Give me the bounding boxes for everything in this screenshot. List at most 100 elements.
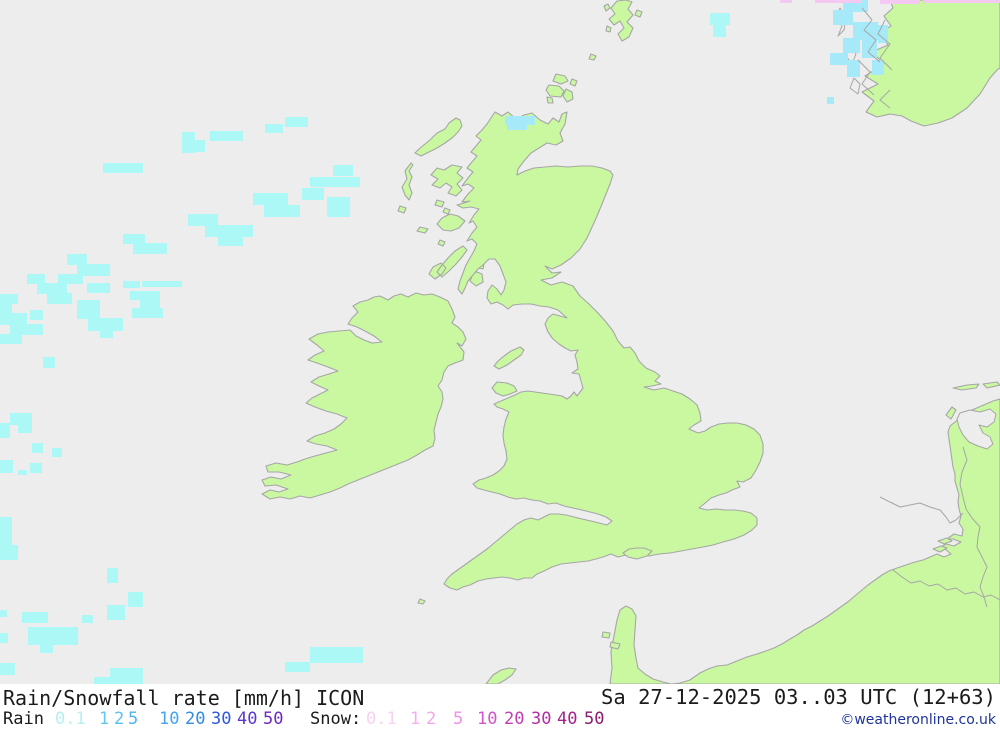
coastal-rain-cell [507,125,527,130]
zeeland-islands [932,537,953,553]
rain-cell [110,668,143,684]
legend-bar: Rain/Snowfall rate [mm/h] ICON Sa 27-12-… [0,684,1000,733]
rain-cell [128,592,143,607]
rain-cell [0,663,15,675]
rain-cell [100,330,113,338]
rain-cell [188,214,218,226]
brittany-tip [485,667,517,684]
scilly-isles [417,598,426,605]
rain-scale-value: 30 [211,709,232,729]
rain-cell [130,291,160,300]
rain-cell [0,545,18,560]
rain-cell [0,304,12,314]
rain-cell [47,293,72,304]
rain-cell [0,610,7,617]
snow-scale-value: 10 [477,709,498,729]
rain-scale-value: 2 [114,709,125,729]
rain-cell [264,205,300,217]
islay-jura [428,245,468,280]
rain-cell [713,25,726,37]
isle-of-mull [436,213,466,232]
rain-cell [43,357,55,368]
map-canvas [0,0,1000,684]
coastal-rain-cell [843,38,860,53]
coastal-rain-cell [833,10,853,25]
rain-cell [0,423,10,438]
rain-cell [88,318,123,331]
outer-hebrides [397,117,463,214]
rain-cell [205,225,253,237]
rain-cell [265,124,283,133]
snow-scale-value: 20 [504,709,525,729]
rain-cell [0,517,12,545]
country-borders [879,446,1000,608]
coastal-rain-cell [872,60,884,75]
snow-scale-value: 2 [426,709,437,729]
rain-cell [0,460,13,473]
rain-scale-value: 5 [128,709,139,729]
rain-cell [18,470,27,475]
border-belgium-netherlands [879,496,964,524]
rain-cell [210,131,243,141]
rain-cell [18,423,32,433]
rain-cell [218,236,243,246]
rain-cell [28,627,78,645]
rain-scale-value: 1 [99,709,110,729]
ijsselmeer-lake [956,408,997,450]
rain-scale-value: 10 [159,709,180,729]
rain-cell [77,308,100,319]
snow-scale-value: 40 [557,709,578,729]
rain-scale-value: 0.1 [55,709,86,729]
rain-cell [285,662,310,672]
rain-cell [58,274,83,284]
rain-cell [0,633,8,643]
rain-cell [10,413,32,425]
fair-isle [588,53,597,61]
continental-europe-landmass [609,398,1000,684]
rain-cell [82,615,93,623]
rain-cell [710,13,730,25]
ireland-landmass [261,292,467,500]
snow-scale-value: 1 [410,709,421,729]
rain-cell [103,163,143,173]
legend-title: Rain/Snowfall rate [mm/h] ICON [3,686,365,710]
rain-cell [133,243,167,254]
coastal-rain-cell [830,53,848,65]
coastal-rain-cell [847,60,860,77]
snow-cell [780,0,792,3]
rain-cell [27,274,45,284]
rain-cell [142,281,182,287]
snow-scale-value: 30 [531,709,552,729]
snow-cell [880,0,920,4]
rain-cell [52,448,62,457]
isle-of-skye [430,164,464,197]
rain-cell [10,324,43,335]
rain-cell [107,568,118,583]
rain-cell [32,443,43,453]
coastal-rain-cell [878,25,888,43]
rain-scale-value: 40 [237,709,258,729]
rain-cell [107,605,125,620]
precipitation-layer [0,0,1000,684]
copyright-link[interactable]: ©weatheronline.co.uk [840,712,996,728]
rain-cell [30,463,42,473]
snow-scale-value: 0.1 [366,709,397,729]
rain-cell [333,165,353,176]
coastal-rain-cell [827,97,834,104]
rain-scale-value: 50 [263,709,284,729]
rain-cell [0,334,22,344]
snow-cell [815,0,862,3]
rain-cell [67,254,87,265]
rain-cell [123,234,145,244]
rain-cell [195,140,205,152]
snow-scale-value: 5 [453,709,464,729]
rain-cell [182,132,195,153]
rain-cell [30,310,43,320]
isle-of-wight [622,547,653,560]
rain-cell [132,308,163,318]
rain-cell [123,281,140,288]
rain-cell [302,188,324,200]
rain-cell [0,294,18,304]
frisian-islands [945,381,1000,420]
isle-of-man [493,346,525,370]
